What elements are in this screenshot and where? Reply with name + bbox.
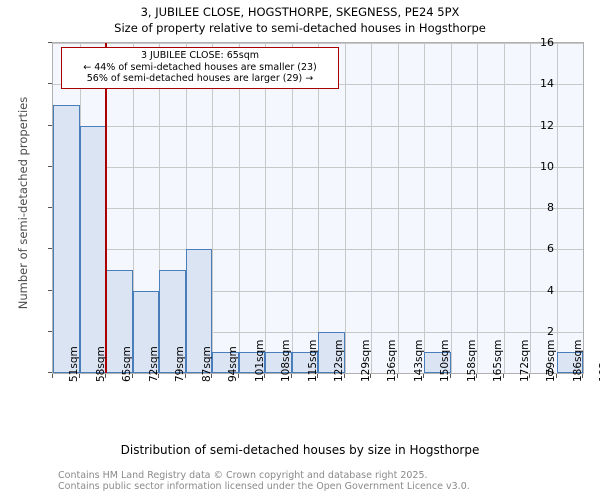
footer-line-1: Contains HM Land Registry data © Crown c… xyxy=(58,470,428,481)
gridline-vertical xyxy=(530,43,531,373)
x-axis-tick-mark xyxy=(317,374,318,378)
histogram-bar xyxy=(132,290,159,373)
y-axis-tick-mark xyxy=(48,83,52,85)
gridline-vertical xyxy=(291,43,293,373)
x-axis-tick-mark xyxy=(343,374,345,378)
x-axis-tick-mark xyxy=(396,374,398,378)
gridline-vertical xyxy=(503,43,505,373)
y-axis-tick-label: 16 xyxy=(540,36,554,49)
x-axis-tick-mark xyxy=(184,374,186,378)
x-axis-tick-mark xyxy=(211,374,212,378)
y-axis-tick-mark xyxy=(48,248,52,250)
y-axis-tick-mark xyxy=(48,330,52,332)
y-axis-tick-mark xyxy=(48,289,52,291)
x-axis-tick-mark xyxy=(78,374,80,378)
histogram-bar xyxy=(53,104,80,373)
gridline-vertical xyxy=(132,43,134,373)
histogram-bar xyxy=(291,352,318,373)
annotation-line-1: 3 JUBILEE CLOSE: 65sqm xyxy=(140,50,260,61)
annotation-line-3: 56% of semi-detached houses are larger (… xyxy=(86,73,314,84)
chart-title-block: 3, JUBILEE CLOSE, HOGSTHORPE, SKEGNESS, … xyxy=(0,4,600,36)
gridline-vertical xyxy=(344,43,346,373)
y-axis-tick-label: 6 xyxy=(547,242,554,256)
gridline-vertical xyxy=(371,43,372,373)
gridline-vertical xyxy=(159,43,160,373)
x-axis-tick-mark xyxy=(449,374,451,378)
gridline-vertical xyxy=(424,43,425,373)
property-marker-line xyxy=(105,43,107,373)
y-axis-tick-mark xyxy=(48,372,52,373)
chart-subtitle: Size of property relative to semi-detach… xyxy=(114,21,486,35)
x-axis-tick-mark xyxy=(529,374,530,378)
property-annotation-box: 3 JUBILEE CLOSE: 65sqm ← 44% of semi-det… xyxy=(61,47,339,89)
page-title: 3, JUBILEE CLOSE, HOGSTHORPE, SKEGNESS, … xyxy=(140,5,460,19)
gridline-vertical xyxy=(397,43,399,373)
histogram-bar xyxy=(238,352,265,373)
y-axis-tick-label: 14 xyxy=(540,77,554,91)
bars-container xyxy=(53,43,583,373)
y-axis-label: Number of semi-detached properties xyxy=(16,96,30,310)
x-axis-tick-mark xyxy=(105,374,106,378)
histogram-bar xyxy=(265,352,292,373)
histogram-plot-area xyxy=(52,42,584,374)
y-axis-tick-mark xyxy=(48,42,52,43)
x-axis-tick-mark xyxy=(582,374,583,378)
x-axis-tick-mark xyxy=(237,374,239,378)
y-axis-tick-label: 12 xyxy=(540,118,554,132)
gridline-vertical xyxy=(212,43,213,373)
marker-container xyxy=(53,43,583,373)
gridline-vertical xyxy=(450,43,452,373)
y-axis-tick-label: 2 xyxy=(547,324,554,338)
x-axis-tick-mark xyxy=(158,374,159,378)
x-axis-tick-mark xyxy=(502,374,504,378)
x-axis-tick-mark xyxy=(290,374,292,378)
x-axis-tick-mark xyxy=(423,374,424,378)
x-axis-tick-mark xyxy=(52,374,53,378)
gridline-vertical xyxy=(477,43,478,373)
x-axis-tick-mark xyxy=(370,374,371,378)
x-axis-tick-mark xyxy=(476,374,477,378)
x-axis-tick-mark xyxy=(555,374,557,378)
histogram-bar xyxy=(556,352,583,373)
gridline-vertical xyxy=(265,43,266,373)
annotation-line-2: ← 44% of semi-detached houses are smalle… xyxy=(83,61,317,73)
histogram-bar xyxy=(159,269,186,373)
footer-line-2: Contains public sector information licen… xyxy=(58,481,470,492)
histogram-bar xyxy=(424,352,451,373)
x-axis-tick-mark xyxy=(131,374,133,378)
footer-attribution: Contains HM Land Registry data © Crown c… xyxy=(58,470,598,492)
y-axis-tick-mark xyxy=(48,207,52,208)
y-axis-tick-label: 0 xyxy=(547,366,554,379)
y-axis-tick-label: 4 xyxy=(547,283,554,297)
histogram-bar xyxy=(185,249,212,373)
histogram-bar xyxy=(318,331,345,373)
y-axis-tick-mark xyxy=(48,165,52,167)
gridline-vertical xyxy=(238,43,240,373)
gridline-vertical xyxy=(185,43,187,373)
gridline-vertical xyxy=(318,43,319,373)
x-axis-tick-mark xyxy=(264,374,265,378)
gridline-vertical xyxy=(556,43,558,373)
y-axis-tick-label: 10 xyxy=(540,159,554,173)
y-axis-tick-mark xyxy=(48,124,52,126)
y-axis-tick-label: 8 xyxy=(547,201,554,214)
histogram-bar xyxy=(212,352,239,373)
x-axis-label: Distribution of semi-detached houses by … xyxy=(120,443,480,457)
